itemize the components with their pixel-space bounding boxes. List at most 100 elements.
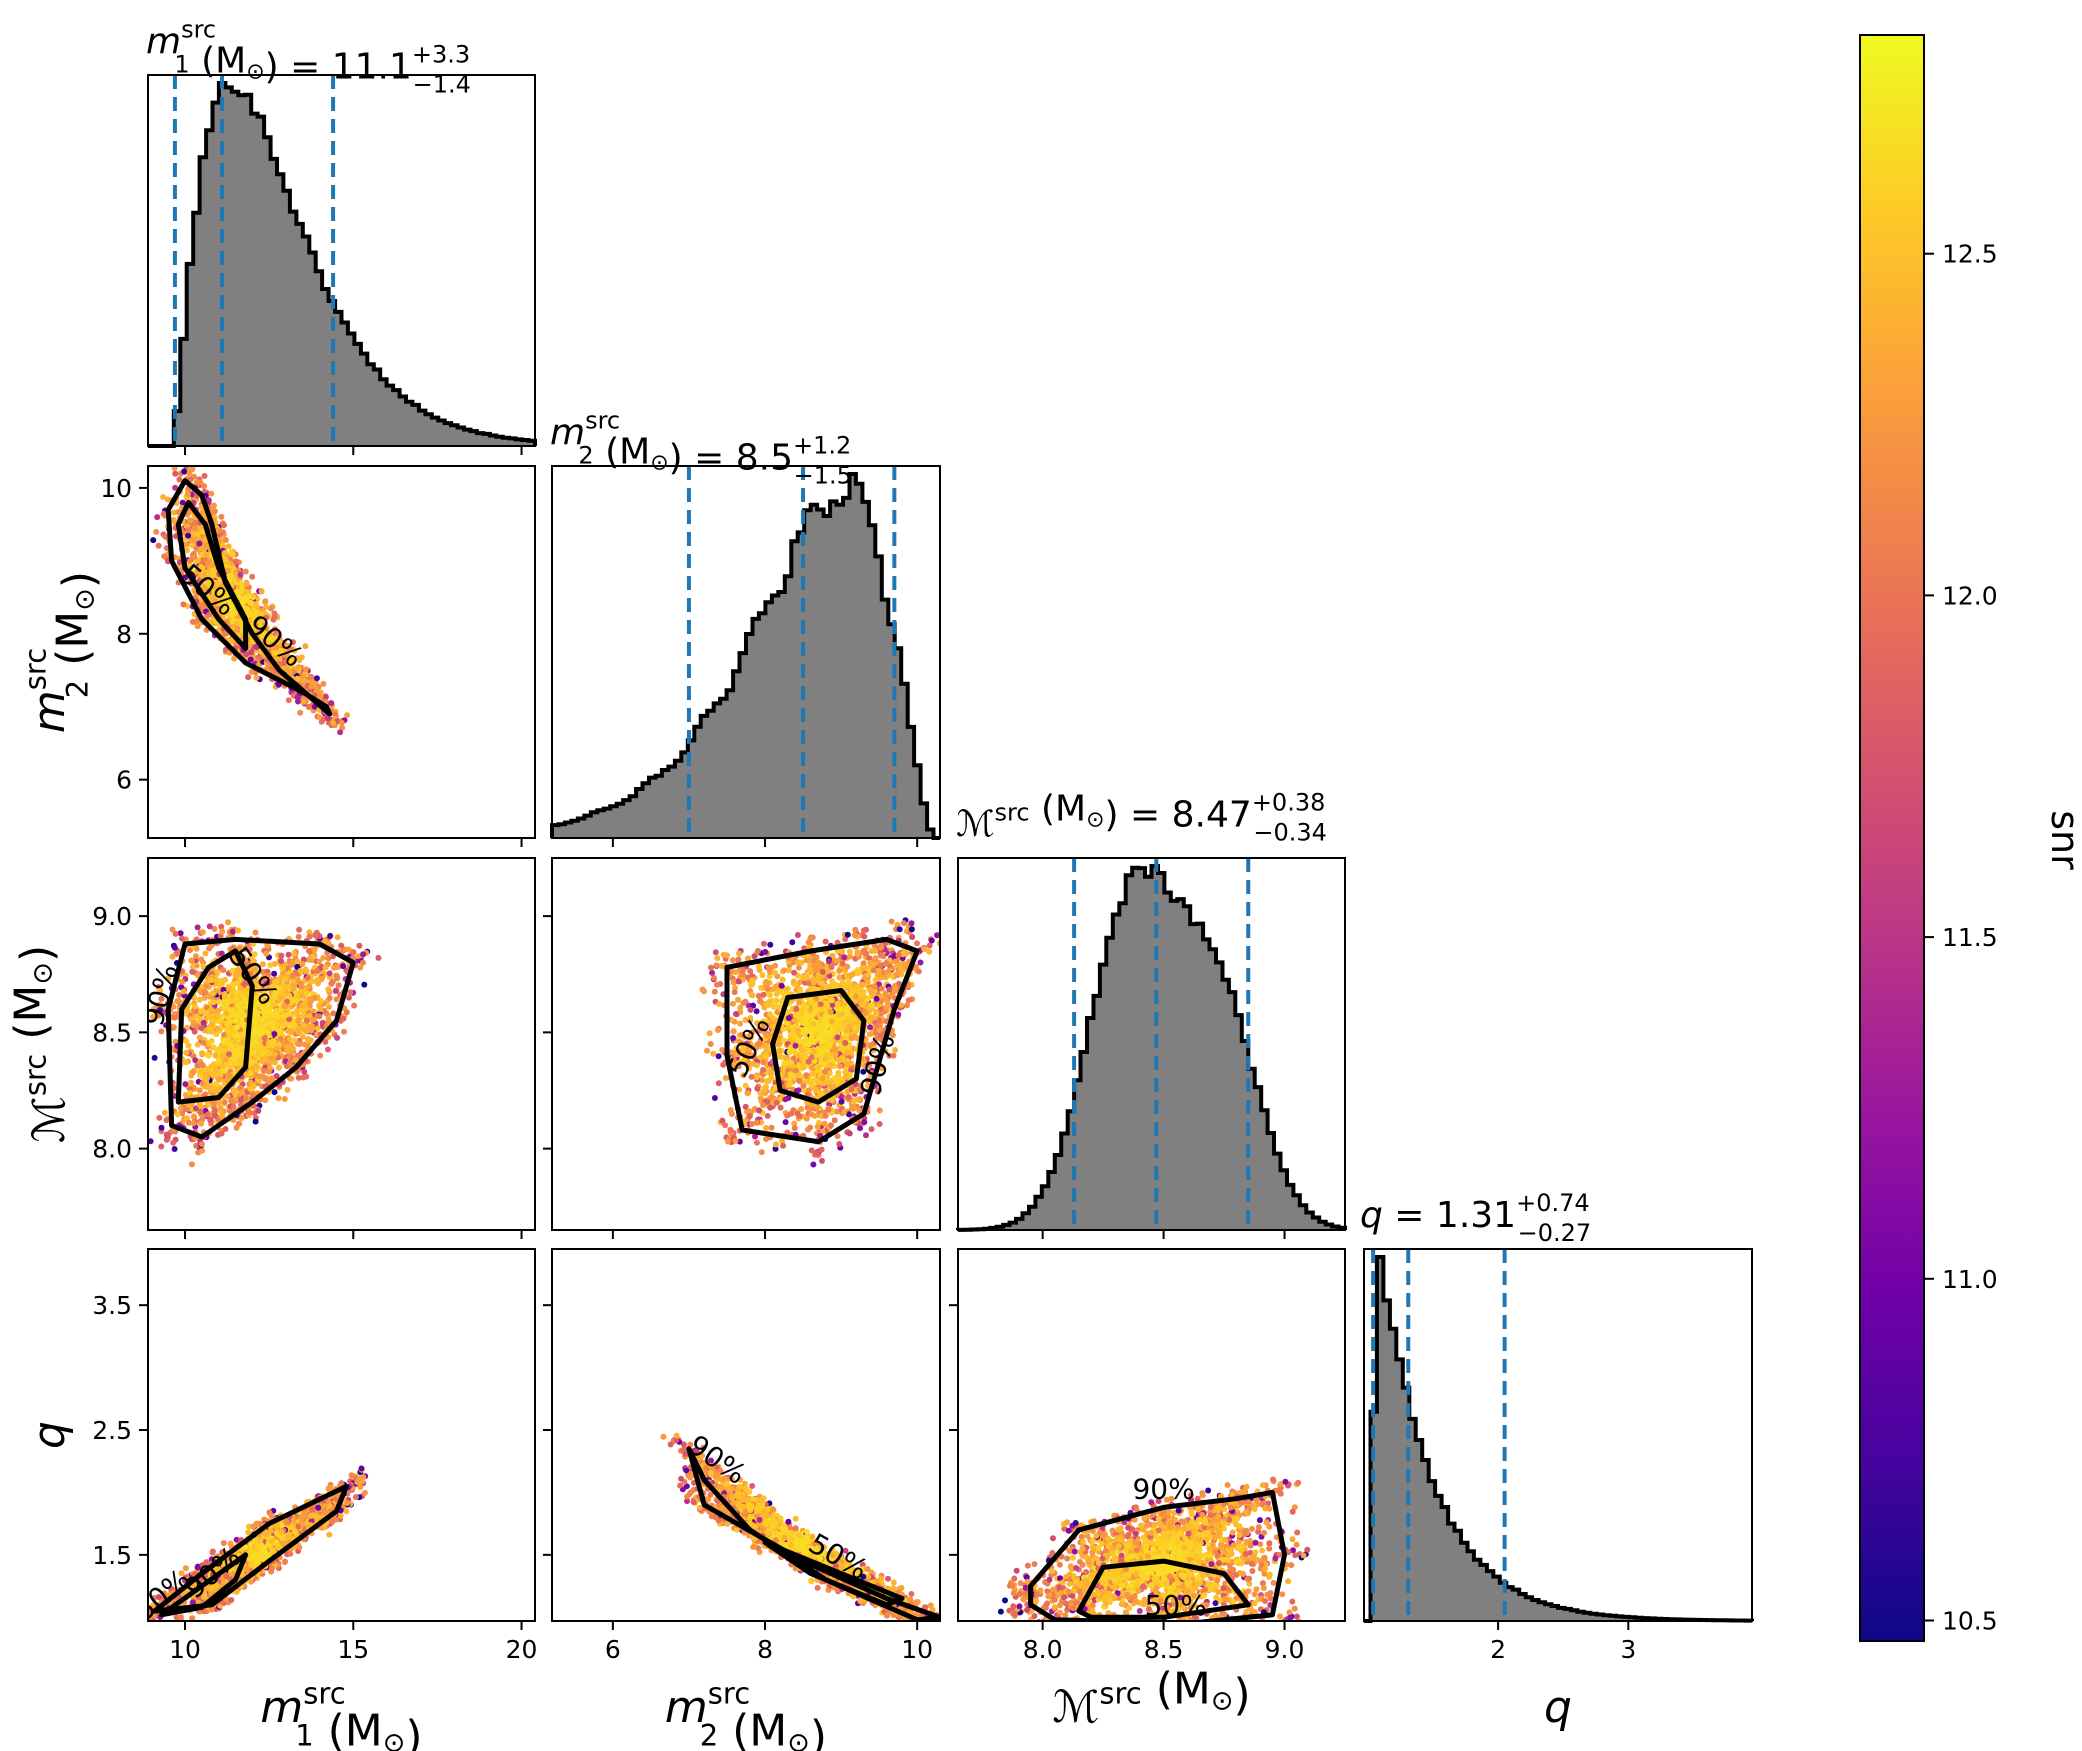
scatter-point	[158, 1124, 165, 1131]
scatter-point	[309, 978, 316, 985]
scatter-point	[312, 685, 319, 692]
scatter-point	[242, 956, 249, 963]
scatter-point	[254, 1016, 261, 1023]
scatter-point	[184, 491, 191, 497]
scatter-point	[338, 719, 345, 726]
scatter-point	[229, 618, 236, 625]
panel-frame	[147, 74, 536, 447]
scatter-point	[201, 994, 208, 1001]
scatter-point	[249, 1049, 256, 1056]
scatter-point	[303, 666, 309, 673]
scatter-point	[260, 632, 267, 639]
scatter-point	[257, 610, 264, 617]
scatter-point	[231, 1059, 238, 1066]
scatter-point	[158, 995, 165, 1002]
scatter-point	[184, 547, 190, 554]
scatter-point	[300, 1013, 306, 1020]
scatter-point	[334, 1034, 341, 1041]
scatter-point	[218, 1112, 225, 1119]
scatter-point	[182, 1081, 189, 1088]
scatter-point	[192, 1057, 199, 1064]
scatter-point	[254, 1028, 260, 1035]
scatter-point	[238, 1115, 245, 1122]
scatter-point	[257, 978, 264, 985]
scatter-point	[264, 942, 271, 949]
scatter-point	[180, 601, 187, 608]
scatter-point	[226, 1032, 232, 1039]
scatter-point	[215, 593, 222, 600]
scatter-point	[199, 572, 206, 579]
scatter-point	[164, 496, 171, 503]
scatter-point	[200, 1019, 207, 1026]
scatter-point	[199, 1147, 206, 1154]
panel-frame	[1363, 1248, 1753, 1622]
scatter-point	[360, 951, 367, 958]
scatter-point	[338, 942, 345, 949]
scatter-point	[312, 932, 319, 939]
scatter-point	[232, 1090, 239, 1097]
scatter-point	[295, 1018, 302, 1025]
histogram-panel-m1: msrc 1 (M⊙) = 11.1+3.3 −1.4	[146, 16, 537, 455]
scatter-point	[208, 1006, 215, 1013]
scatter-point	[211, 1107, 218, 1114]
scatter-point	[242, 1094, 249, 1101]
scatter-point	[247, 599, 254, 606]
scatter-point	[332, 711, 339, 718]
scatter-point	[262, 1076, 269, 1082]
scatter-panel-m1-mc: 90% 50%8.08.59.0	[92, 857, 536, 1239]
scatter-point	[333, 996, 340, 1003]
scatter-point	[176, 559, 183, 566]
scatter-point	[249, 573, 256, 580]
scatter-point	[252, 1118, 259, 1125]
scatter-point	[344, 712, 351, 719]
scatter-point	[334, 934, 341, 941]
scatter-point	[161, 1109, 168, 1116]
scatter-point	[327, 932, 334, 939]
scatter-point	[317, 1052, 324, 1059]
scatter-point	[209, 566, 216, 573]
scatter-point	[218, 588, 225, 595]
scatter-point	[286, 646, 293, 653]
scatter-point	[298, 988, 305, 995]
scatter-point	[214, 969, 221, 976]
scatter-point	[229, 967, 236, 974]
scatter-point	[245, 674, 252, 681]
scatter-point	[295, 698, 301, 705]
scatter-point	[345, 946, 352, 953]
scatter-point	[252, 1039, 259, 1046]
scatter-point	[185, 527, 192, 534]
scatter-point	[320, 680, 327, 687]
scatter-point	[242, 997, 249, 1004]
scatter-point	[242, 987, 249, 994]
scatter-point	[274, 637, 281, 644]
scatter-point	[254, 984, 261, 991]
scatter-point	[316, 713, 323, 720]
scatter-point	[252, 1045, 259, 1052]
scatter-point	[235, 1120, 242, 1127]
scatter-point	[234, 967, 241, 974]
scatter-point	[306, 929, 313, 936]
scatter-point	[215, 1059, 222, 1066]
scatter-point	[188, 1161, 195, 1168]
scatter-point	[302, 966, 309, 973]
scatter-point	[268, 605, 274, 612]
scatter-point	[251, 616, 258, 623]
scatter-point	[165, 975, 172, 982]
scatter-point	[216, 1099, 223, 1106]
scatter-point	[200, 963, 207, 970]
scatter-point	[231, 655, 238, 662]
scatter-point	[165, 1131, 171, 1138]
scatter-point	[271, 1089, 278, 1096]
scatter-point	[197, 1072, 204, 1079]
scatter-point	[171, 1014, 178, 1021]
scatter-point	[187, 1016, 194, 1022]
scatter-point	[308, 673, 314, 680]
scatter-point	[308, 678, 315, 685]
scatter-point	[150, 1006, 157, 1013]
scatter-point	[266, 1050, 273, 1057]
scatter-point	[202, 989, 209, 996]
scatter-point	[170, 1139, 177, 1146]
histogram-outline	[550, 472, 940, 840]
scatter-point	[232, 558, 239, 565]
scatter-point	[324, 715, 331, 722]
